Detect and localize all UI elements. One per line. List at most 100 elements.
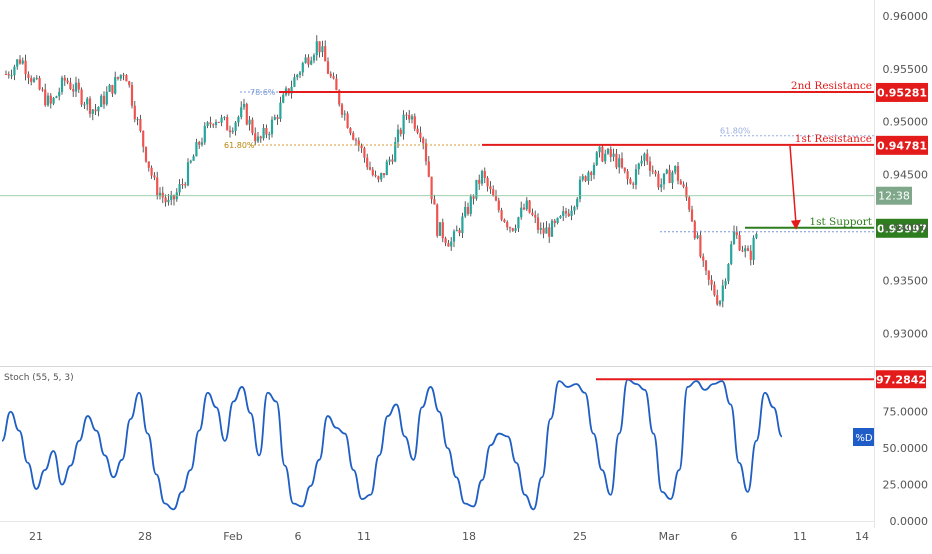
- candle-body: [58, 91, 61, 97]
- candle-body: [408, 115, 411, 120]
- candle-body: [721, 285, 724, 302]
- stoch-title: Stoch (55, 5, 3): [4, 373, 74, 383]
- time-tick-label: 11: [793, 530, 807, 543]
- stoch-tick-label: 50.0000: [883, 442, 929, 455]
- candle-body: [125, 75, 128, 82]
- candle-body: [186, 162, 190, 186]
- candle-body: [164, 197, 167, 203]
- candle-body: [682, 184, 685, 187]
- candle-body: [699, 235, 702, 257]
- candle-body: [46, 95, 50, 106]
- candle-body: [144, 146, 148, 162]
- candle-body: [738, 235, 741, 251]
- candle-body: [640, 160, 643, 164]
- candle-body: [436, 204, 439, 236]
- candle-body: [464, 206, 467, 217]
- stoch-resistance-text: 97.2842: [876, 374, 926, 387]
- candle-body: [301, 63, 304, 73]
- candle-body: [433, 199, 436, 205]
- candle-body: [598, 146, 601, 153]
- candle-body: [391, 159, 394, 162]
- candle-body: [690, 209, 694, 222]
- candle-body: [486, 177, 489, 187]
- candle-body: [735, 231, 738, 236]
- candle-body: [676, 165, 680, 181]
- candle-body: [550, 220, 554, 237]
- stoch-resistance-badge: [876, 370, 926, 389]
- candle-body: [304, 57, 307, 64]
- candle-body: [245, 103, 248, 125]
- candle-body: [620, 158, 624, 168]
- candle-body: [55, 96, 58, 98]
- candle-body: [170, 194, 173, 200]
- candle-body: [142, 130, 145, 147]
- candle-body: [455, 229, 458, 232]
- candle-body: [612, 153, 615, 157]
- candle-body: [259, 136, 262, 139]
- candle-body: [531, 212, 534, 216]
- candle-body: [228, 130, 232, 133]
- candle-body: [514, 228, 517, 231]
- candle-body: [234, 122, 237, 131]
- candle-body: [91, 109, 94, 114]
- candle-body: [590, 172, 593, 176]
- candle-body: [548, 227, 551, 237]
- candle-body: [646, 153, 649, 162]
- candle-body: [265, 127, 268, 135]
- candle-body: [562, 211, 565, 216]
- candle-body: [615, 153, 618, 168]
- candle-body: [357, 140, 360, 146]
- candle-body: [262, 127, 265, 139]
- candle-body: [86, 98, 89, 105]
- candle-body: [217, 121, 220, 123]
- level-2nd-resistance-label: 2nd Resistance: [791, 80, 872, 92]
- countdown-text: 12:38: [878, 190, 910, 203]
- level-2nd-resistance-price-badge: [876, 82, 928, 102]
- candle-body: [693, 221, 696, 239]
- candle-body: [52, 97, 55, 104]
- candle-body: [209, 122, 212, 125]
- candle-body: [665, 169, 668, 174]
- candle-body: [231, 130, 234, 133]
- level-1st-support-price-text: 0.93997: [877, 222, 927, 235]
- candle-body: [214, 121, 218, 125]
- candle-body: [483, 171, 486, 178]
- candle-body: [685, 186, 688, 198]
- candle-body: [167, 199, 170, 203]
- candle-body: [399, 129, 402, 135]
- candle-body: [475, 179, 478, 199]
- stoch-tick-label: 75.0000: [883, 406, 929, 419]
- candle-body: [545, 227, 548, 234]
- candle-body: [648, 161, 652, 171]
- countdown-badge: [876, 186, 912, 205]
- candle-body: [161, 192, 164, 198]
- candle-body: [150, 167, 153, 176]
- fib-61-left-label: 61.80%: [224, 141, 255, 150]
- candle-body: [226, 116, 229, 131]
- candle-body: [654, 171, 657, 174]
- candle-body: [707, 270, 710, 280]
- candle-body: [702, 256, 705, 261]
- candle-body: [338, 90, 341, 105]
- candle-body: [637, 163, 640, 170]
- forecast-arrow-head: [791, 219, 801, 230]
- candle-body: [49, 95, 52, 104]
- candle-body: [69, 82, 72, 90]
- candle-body: [335, 78, 338, 91]
- candle-body: [318, 41, 321, 53]
- candle-body: [634, 169, 638, 185]
- candle-body: [444, 238, 447, 244]
- candle-body: [380, 173, 383, 180]
- candle-body: [587, 172, 590, 181]
- candle-body: [469, 196, 472, 214]
- candle-body: [97, 107, 100, 112]
- price-tick-label: 0.94500: [883, 169, 929, 182]
- price-tick-label: 0.94000: [883, 221, 929, 234]
- candle-body: [80, 89, 83, 105]
- stoch-series-badge: [853, 428, 875, 446]
- candle-body: [732, 231, 736, 245]
- candle-body: [30, 78, 33, 82]
- candle-body: [368, 167, 372, 170]
- candle-body: [480, 171, 484, 184]
